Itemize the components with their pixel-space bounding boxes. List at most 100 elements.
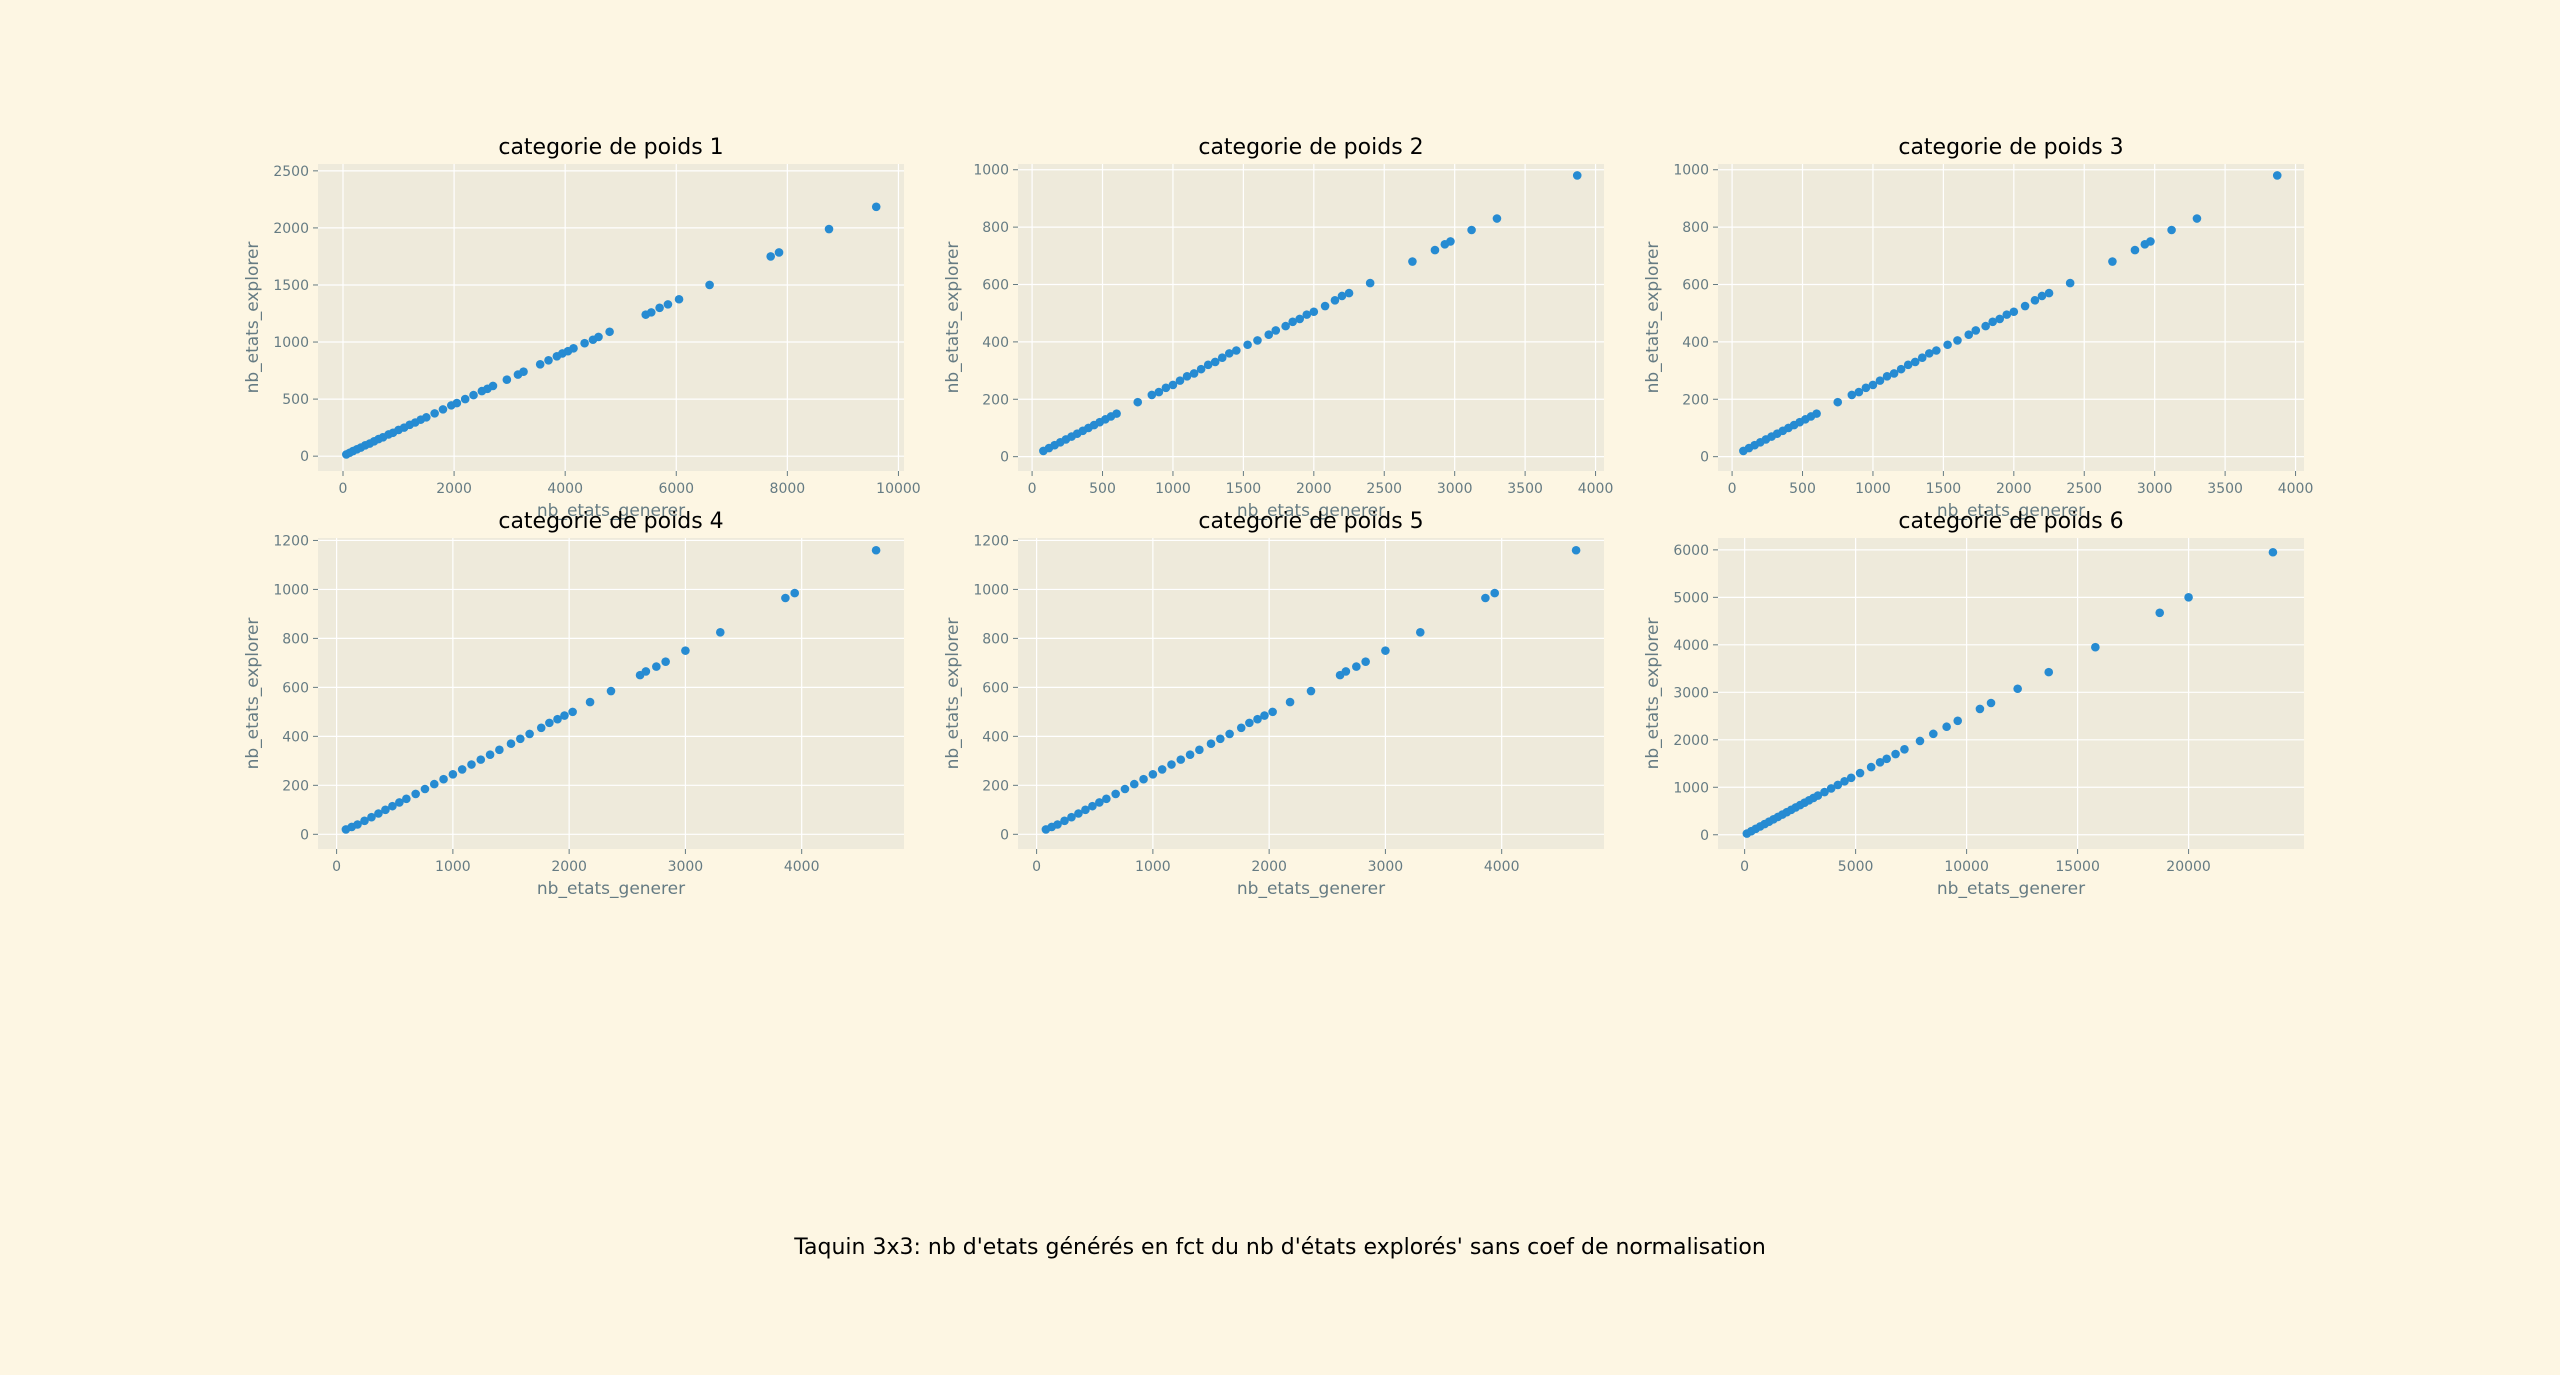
x-tick-label: 4000 xyxy=(1484,859,1520,875)
data-point xyxy=(1133,397,1143,407)
x-tick-label: 2000 xyxy=(551,859,587,875)
y-tick-label: 5000 xyxy=(1673,590,1709,606)
data-point xyxy=(1840,777,1849,786)
data-point xyxy=(411,789,420,799)
data-point xyxy=(1365,278,1375,288)
data-point xyxy=(353,820,362,829)
data-point xyxy=(488,381,498,391)
x-axis-label: nb_etats_generer xyxy=(1237,501,1385,521)
data-point xyxy=(766,252,775,261)
data-point xyxy=(1074,809,1083,818)
data-point xyxy=(774,248,784,257)
data-point xyxy=(1943,340,1952,350)
data-point xyxy=(1964,330,1974,340)
x-tick-label: 2000 xyxy=(1251,859,1287,875)
data-point xyxy=(439,774,448,784)
subplot-5: 0 1000 2000 3000 4000 0 200 400 600 800 1000 1200 ca… xyxy=(943,509,1604,899)
data-point xyxy=(1492,214,1502,223)
data-point xyxy=(1288,317,1297,327)
data-point xyxy=(1309,307,1319,317)
y-tick-label: 600 xyxy=(282,680,309,696)
x-tick-label: 3000 xyxy=(1368,859,1404,875)
data-point xyxy=(1352,662,1361,671)
data-point xyxy=(495,745,504,755)
data-point xyxy=(1060,816,1069,826)
y-tick-label: 0 xyxy=(300,827,309,843)
data-point xyxy=(1820,787,1829,797)
y-tick-label: 1000 xyxy=(273,582,309,598)
x-tick-label: 2500 xyxy=(1366,481,1402,497)
data-point xyxy=(1320,301,1330,311)
y-axis-label: nb_etats_explorer xyxy=(943,618,963,770)
data-point xyxy=(476,755,486,764)
data-point xyxy=(1430,245,1440,255)
y-tick-label: 1000 xyxy=(1673,163,1709,179)
data-point xyxy=(452,398,462,408)
data-point xyxy=(1446,237,1455,246)
data-point xyxy=(388,801,397,811)
subplot-title: categorie de poids 1 xyxy=(498,135,723,160)
data-point xyxy=(641,667,651,676)
x-tick-label: 0 xyxy=(1032,859,1041,875)
data-point xyxy=(2044,288,2054,298)
data-point xyxy=(2192,214,2202,223)
data-point xyxy=(1846,773,1856,783)
subplot-4: 0 1000 2000 3000 4000 0 200 400 600 800 1000 1200 ca… xyxy=(243,509,904,899)
data-point xyxy=(1953,336,1962,345)
subplot-6: 0 5000 10000 15000 20000 0 1000 2000 3000 4000 500… xyxy=(1643,509,2304,899)
data-point xyxy=(1924,349,1934,358)
data-point xyxy=(1910,357,1920,367)
data-point xyxy=(1932,346,1941,355)
subplots: 0 2000 4000 6000 8000 10000050010001500200025… xyxy=(243,135,2313,899)
data-point xyxy=(395,798,404,807)
data-point xyxy=(506,739,516,749)
data-point xyxy=(1232,346,1241,355)
y-tick-label: 4000 xyxy=(1673,638,1709,654)
y-tick-label: 800 xyxy=(282,631,309,647)
y-tick-label: 1200 xyxy=(973,533,1009,549)
data-point xyxy=(1891,749,1900,759)
x-tick-label: 8000 xyxy=(770,481,806,497)
x-tick-label: 3000 xyxy=(668,859,704,875)
data-point xyxy=(2009,307,2019,317)
x-tick-label: 500 xyxy=(1089,481,1116,497)
x-tick-label: 0 xyxy=(1728,481,1737,497)
x-tick-label: 2500 xyxy=(2066,481,2102,497)
data-point xyxy=(1833,780,1843,790)
data-point xyxy=(1196,364,1206,374)
data-point xyxy=(1216,734,1225,744)
data-point xyxy=(871,202,881,212)
y-tick-label: 1000 xyxy=(273,335,309,351)
y-axis-label: nb_etats_explorer xyxy=(1643,618,1663,770)
y-tick-label: 400 xyxy=(282,729,309,745)
x-tick-label: 4000 xyxy=(2278,481,2314,497)
data-point xyxy=(429,779,439,789)
y-tick-label: 400 xyxy=(1682,335,1709,351)
y-axis-label: nb_etats_explorer xyxy=(243,618,263,770)
data-point xyxy=(1986,698,1996,708)
data-point xyxy=(402,794,411,804)
y-tick-label: 6000 xyxy=(1673,543,1709,559)
data-point xyxy=(1882,754,1891,764)
x-tick-label: 3000 xyxy=(2137,481,2173,497)
data-point xyxy=(1995,314,2005,324)
x-tick-label: 3500 xyxy=(1507,481,1543,497)
data-point xyxy=(681,646,690,655)
data-point xyxy=(2044,667,2054,677)
subplot-title: categorie de poids 4 xyxy=(498,509,723,534)
data-point xyxy=(871,545,881,555)
data-point xyxy=(1344,288,1354,298)
data-point xyxy=(1917,353,1927,362)
data-point xyxy=(2184,593,2193,602)
data-point xyxy=(2272,171,2282,180)
data-point xyxy=(1129,779,1139,789)
data-point xyxy=(1847,390,1857,400)
data-point xyxy=(790,588,800,598)
subplot-title: categorie de poids 2 xyxy=(1198,135,1423,160)
data-point xyxy=(1861,383,1871,393)
data-point xyxy=(663,300,673,309)
y-axis-label: nb_etats_explorer xyxy=(943,242,963,394)
data-point xyxy=(1942,722,1951,732)
data-point xyxy=(705,280,714,290)
y-tick-label: 600 xyxy=(982,680,1009,696)
